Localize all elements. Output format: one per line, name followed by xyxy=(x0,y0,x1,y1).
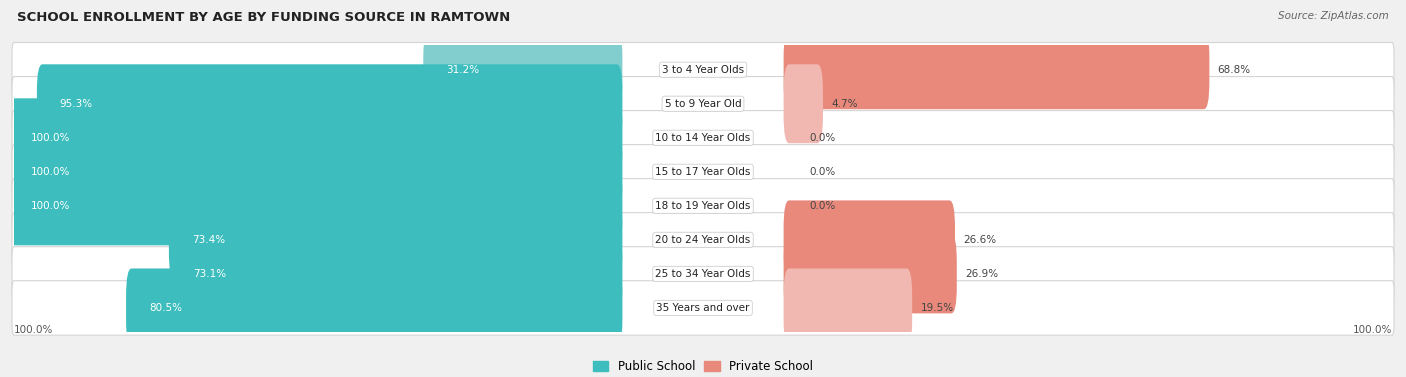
Legend: Public School, Private School: Public School, Private School xyxy=(588,355,818,377)
Text: 26.6%: 26.6% xyxy=(963,235,997,245)
Text: Source: ZipAtlas.com: Source: ZipAtlas.com xyxy=(1278,11,1389,21)
Text: 80.5%: 80.5% xyxy=(149,303,181,313)
Text: 100.0%: 100.0% xyxy=(31,167,70,177)
Text: 35 Years and over: 35 Years and over xyxy=(657,303,749,313)
Text: 100.0%: 100.0% xyxy=(31,201,70,211)
Text: 15 to 17 Year Olds: 15 to 17 Year Olds xyxy=(655,167,751,177)
FancyBboxPatch shape xyxy=(170,234,623,313)
Text: 100.0%: 100.0% xyxy=(31,133,70,143)
FancyBboxPatch shape xyxy=(423,30,623,109)
FancyBboxPatch shape xyxy=(783,201,955,279)
FancyBboxPatch shape xyxy=(13,247,1393,301)
FancyBboxPatch shape xyxy=(783,64,823,143)
Text: 68.8%: 68.8% xyxy=(1218,65,1251,75)
Text: 0.0%: 0.0% xyxy=(810,133,837,143)
Text: SCHOOL ENROLLMENT BY AGE BY FUNDING SOURCE IN RAMTOWN: SCHOOL ENROLLMENT BY AGE BY FUNDING SOUR… xyxy=(17,11,510,24)
FancyBboxPatch shape xyxy=(783,268,912,348)
Text: 18 to 19 Year Olds: 18 to 19 Year Olds xyxy=(655,201,751,211)
Text: 19.5%: 19.5% xyxy=(921,303,953,313)
FancyBboxPatch shape xyxy=(8,166,623,245)
FancyBboxPatch shape xyxy=(37,64,623,143)
FancyBboxPatch shape xyxy=(783,30,1209,109)
Text: 4.7%: 4.7% xyxy=(831,99,858,109)
Text: 73.1%: 73.1% xyxy=(194,269,226,279)
FancyBboxPatch shape xyxy=(127,268,623,348)
Text: 25 to 34 Year Olds: 25 to 34 Year Olds xyxy=(655,269,751,279)
Text: 10 to 14 Year Olds: 10 to 14 Year Olds xyxy=(655,133,751,143)
Text: 31.2%: 31.2% xyxy=(446,65,479,75)
Text: 95.3%: 95.3% xyxy=(59,99,93,109)
Text: 100.0%: 100.0% xyxy=(1353,325,1392,335)
FancyBboxPatch shape xyxy=(13,77,1393,131)
FancyBboxPatch shape xyxy=(13,145,1393,199)
Text: 5 to 9 Year Old: 5 to 9 Year Old xyxy=(665,99,741,109)
FancyBboxPatch shape xyxy=(783,234,957,313)
FancyBboxPatch shape xyxy=(8,98,623,177)
FancyBboxPatch shape xyxy=(169,201,623,279)
Text: 0.0%: 0.0% xyxy=(810,167,837,177)
FancyBboxPatch shape xyxy=(8,132,623,211)
Text: 0.0%: 0.0% xyxy=(810,201,837,211)
Text: 20 to 24 Year Olds: 20 to 24 Year Olds xyxy=(655,235,751,245)
FancyBboxPatch shape xyxy=(13,43,1393,97)
Text: 3 to 4 Year Olds: 3 to 4 Year Olds xyxy=(662,65,744,75)
Text: 100.0%: 100.0% xyxy=(14,325,53,335)
FancyBboxPatch shape xyxy=(13,179,1393,233)
Text: 73.4%: 73.4% xyxy=(191,235,225,245)
FancyBboxPatch shape xyxy=(13,110,1393,165)
Text: 26.9%: 26.9% xyxy=(965,269,998,279)
FancyBboxPatch shape xyxy=(13,213,1393,267)
FancyBboxPatch shape xyxy=(13,281,1393,335)
